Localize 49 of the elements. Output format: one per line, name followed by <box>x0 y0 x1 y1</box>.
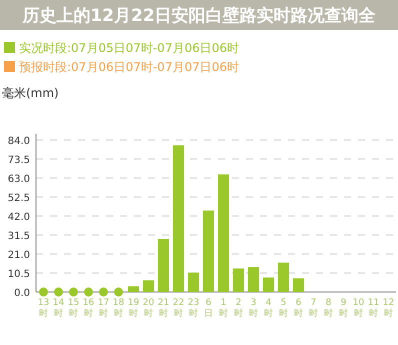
x-tick-label: 4时 <box>264 298 273 319</box>
y-tick-label: 0.0 <box>14 288 30 299</box>
bar <box>142 280 154 292</box>
x-tick-label: 13时 <box>38 298 50 319</box>
x-tick-label: 9时 <box>339 298 348 319</box>
x-tick-label: 14时 <box>52 298 64 319</box>
x-tick-label: 6日 <box>204 298 213 319</box>
y-axis-title: 毫米(mm) <box>2 86 59 100</box>
y-tick-label: 21.0 <box>8 250 30 261</box>
x-tick-label: 10时 <box>352 298 364 319</box>
bar <box>278 262 290 292</box>
x-tick-label: 23时 <box>188 298 200 319</box>
x-tick-label: 19时 <box>128 298 140 319</box>
x-tick-label: 1时 <box>219 298 228 319</box>
y-tick-label: 52.5 <box>8 193 30 204</box>
bar <box>232 268 244 292</box>
x-tick-label: 21时 <box>158 298 170 319</box>
x-tick-label: 11时 <box>368 298 380 319</box>
bar <box>262 278 274 292</box>
y-tick-label: 84.0 <box>8 136 30 147</box>
x-tick-label: 20时 <box>142 298 154 319</box>
bar <box>172 145 184 292</box>
x-tick-label: 5时 <box>279 298 288 319</box>
bar <box>128 286 140 292</box>
x-tick-label: 12时 <box>382 298 394 319</box>
y-tick-label: 63.0 <box>8 174 30 185</box>
y-tick-label: 10.5 <box>8 269 30 280</box>
x-tick-label: 15时 <box>68 298 80 319</box>
y-tick-label: 73.5 <box>8 155 30 166</box>
y-tick-label: 42.0 <box>8 212 30 223</box>
bar <box>218 174 230 292</box>
y-tick-label: 31.5 <box>8 231 30 242</box>
x-tick-label: 3时 <box>249 298 258 319</box>
bar <box>248 267 260 292</box>
x-tick-label: 8时 <box>324 298 333 319</box>
bar <box>188 272 200 292</box>
x-tick-label: 6时 <box>294 298 303 319</box>
x-tick-label: 16时 <box>82 298 94 319</box>
x-tick-label: 2时 <box>234 298 243 319</box>
chart-title: 历史上的12月22日安阳白壁路实时路况查询全 <box>21 6 377 26</box>
legend-label: 实况时段:07月05日07时-07月06日06时 <box>19 41 239 55</box>
x-tick-label: 17时 <box>98 298 110 319</box>
legend-label: 预报时段:07月06日07时-07月07日06时 <box>19 60 239 74</box>
x-tick-label: 18时 <box>112 298 124 319</box>
x-tick-label: 7时 <box>309 298 318 319</box>
x-tick-label: 22时 <box>172 298 184 319</box>
bar <box>202 210 214 292</box>
bar <box>292 278 304 292</box>
bar <box>158 238 170 292</box>
